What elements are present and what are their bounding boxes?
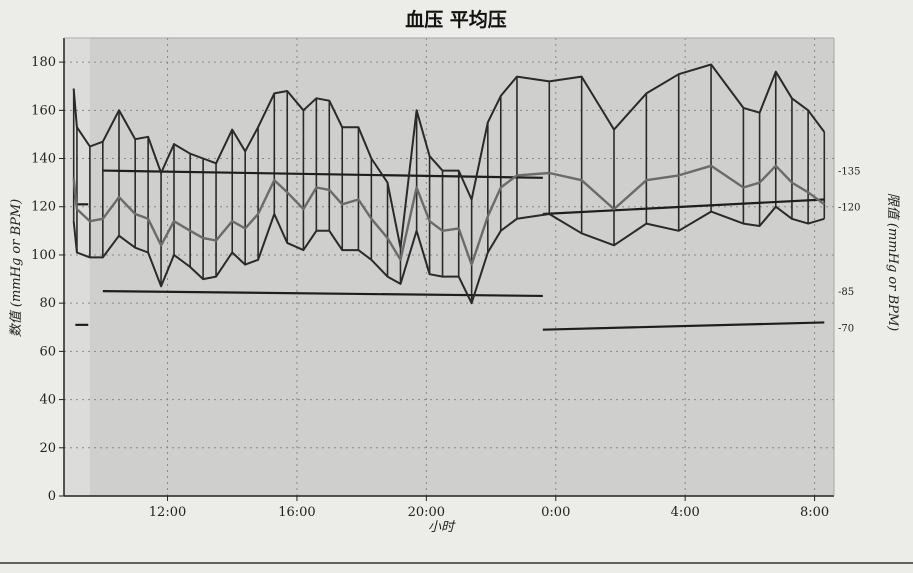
y-tick-label: 120 (31, 200, 56, 215)
y-tick-label: 180 (31, 55, 56, 70)
grid-lines (64, 38, 834, 496)
series-line-high (72, 63, 826, 249)
series-line-mean (72, 164, 826, 266)
envelope-lines (72, 64, 826, 304)
limit-line (102, 169, 543, 179)
x-tick-label: 16:00 (278, 505, 315, 520)
y-tick-label: 100 (31, 248, 56, 263)
y-tick-label: 0 (48, 489, 56, 504)
right-tick-label: -135 (838, 167, 860, 178)
limit-lines (75, 169, 825, 331)
y-tick-label: 40 (39, 393, 56, 408)
x-tick-label: 8:00 (800, 505, 829, 520)
right-tick-label: -120 (838, 203, 860, 214)
limit-line (102, 290, 543, 298)
right-tick-label: -85 (838, 287, 854, 298)
x-tick-label: 4:00 (671, 505, 700, 520)
y-tick-label: 160 (31, 103, 56, 118)
right-axis-title: 限值 (mmHg or BPM) (885, 193, 900, 332)
y-tick-label: 60 (39, 344, 56, 359)
y-tick-label: 140 (31, 152, 56, 167)
axes (63, 37, 835, 497)
y-tick-label: 20 (39, 441, 56, 456)
series-lines (72, 63, 826, 305)
series-line-low (72, 205, 825, 305)
y-axis-title: 数值 (mmHg or BPM) (9, 199, 24, 338)
limit-line (542, 198, 825, 216)
x-tick-label: 0:00 (541, 505, 570, 520)
chart-title: 血压 平均压 (405, 8, 507, 31)
x-tick-label: 12:00 (149, 505, 186, 520)
plot-shaded-region (89, 38, 835, 496)
limit-line (542, 321, 825, 331)
x-tick-label: 20:00 (408, 505, 445, 520)
y-tick-label: 80 (39, 296, 56, 311)
x-axis-title: 小时 (428, 520, 456, 535)
tick-labels: 0 20 40 60 80 100 120 140 160 180 12:00 16:00 20:00 0… (31, 55, 860, 520)
right-tick-label: -70 (838, 323, 854, 334)
